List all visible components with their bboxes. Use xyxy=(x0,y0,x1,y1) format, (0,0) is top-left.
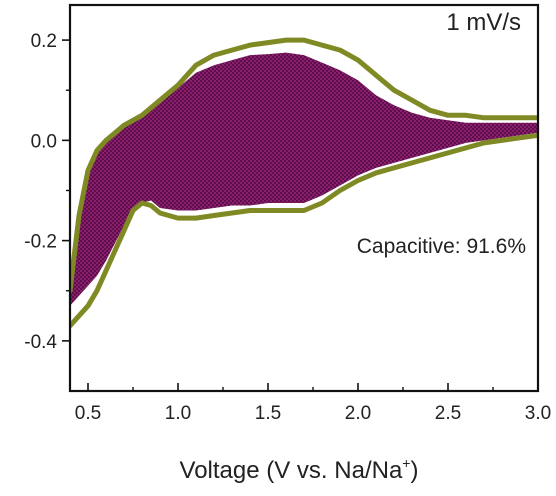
x-axis-title-suffix: ) xyxy=(410,457,418,484)
y-tick-label: 0.2 xyxy=(31,31,57,52)
y-tick-label: -0.4 xyxy=(24,332,57,353)
x-axis-title-main: Voltage (V vs. Na/Na xyxy=(180,457,403,484)
x-tick-label: 0.5 xyxy=(75,403,101,424)
x-tick-label: 1.5 xyxy=(255,403,281,424)
axis-ticks: 0.5 1.0 1.5 2.0 2.5 3.0 0.2 0.0 -0.2 -0.4 xyxy=(24,31,551,424)
x-axis-title: Voltage (V vs. Na/Na+) xyxy=(180,455,419,484)
plot-area xyxy=(70,37,538,329)
capacitive-region xyxy=(70,52,538,306)
x-tick-label: 1.0 xyxy=(165,403,191,424)
x-axis-title-superscript: + xyxy=(402,455,410,471)
scan-rate-annotation: 1 mV/s xyxy=(446,9,521,36)
plot-frame xyxy=(68,3,540,393)
y-tick-label: 0.0 xyxy=(31,131,57,152)
total-cv-lower-curve xyxy=(70,132,538,329)
x-tick-label: 2.5 xyxy=(435,403,461,424)
x-tick-label: 3.0 xyxy=(525,403,551,424)
y-tick-label: -0.2 xyxy=(24,232,57,253)
x-tick-label: 2.0 xyxy=(345,403,371,424)
capacitive-percentage-annotation: Capacitive: 91.6% xyxy=(357,235,526,258)
total-cv-upper-curve xyxy=(70,37,538,294)
